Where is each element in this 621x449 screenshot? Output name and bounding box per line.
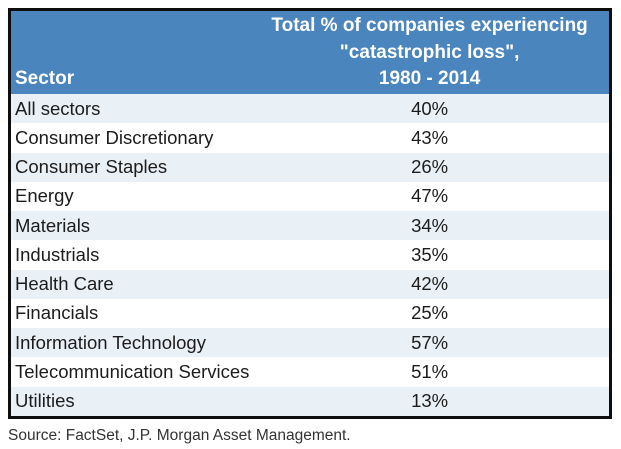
value-cell: 40%	[411, 97, 449, 119]
value-cell: 57%	[411, 331, 449, 353]
value-cell: 35%	[411, 243, 449, 265]
sector-cell: Materials	[15, 214, 91, 236]
table-row: Health Care 42%	[11, 269, 609, 299]
sector-cell: Financials	[15, 302, 99, 324]
sector-cell: Energy	[15, 185, 74, 207]
table-header-row: Sector Total % of companies experiencing…	[11, 11, 609, 94]
table-row: Energy 47%	[11, 181, 609, 212]
table-row: Consumer Staples 26%	[11, 152, 609, 182]
table-body: All sectors 40% Consumer Discretionary 4…	[11, 94, 609, 416]
table-row: Financials 25%	[11, 298, 609, 329]
sector-cell: Health Care	[15, 273, 114, 295]
sector-cell: Consumer Discretionary	[15, 126, 214, 148]
sector-cell: Information Technology	[15, 331, 206, 353]
value-cell: 42%	[411, 273, 449, 295]
value-column-header-line1: Total % of companies experiencing	[271, 15, 588, 36]
value-column-header-line2: "catastrophic loss",	[339, 41, 520, 63]
value-column-header: Total % of companies experiencing "catas…	[250, 11, 609, 94]
sector-cell: Consumer Staples	[15, 156, 168, 178]
value-cell: 13%	[411, 390, 449, 412]
table-row: Industrials 35%	[11, 240, 609, 270]
value-cell: 43%	[411, 126, 449, 148]
value-column-header-line3: 1980 - 2014	[378, 68, 481, 89]
table-row: All sectors 40%	[11, 94, 609, 124]
table-row: Telecommunication Services 51%	[11, 357, 609, 387]
table-row: Information Technology 57%	[11, 328, 609, 358]
sector-cell: Utilities	[15, 390, 75, 412]
sector-cell: Industrials	[15, 243, 100, 265]
value-cell: 51%	[411, 361, 449, 383]
sector-column-header: Sector	[15, 68, 75, 89]
sector-cell: Telecommunication Services	[15, 361, 250, 383]
sector-cell: All sectors	[15, 97, 101, 119]
source-note: Source: FactSet, J.P. Morgan Asset Manag…	[8, 427, 351, 444]
catastrophic-loss-table: Sector Total % of companies experiencing…	[8, 8, 612, 419]
value-cell: 26%	[411, 156, 449, 178]
table-row: Consumer Discretionary 43%	[11, 123, 609, 153]
table-row: Materials 34%	[11, 211, 609, 241]
value-cell: 47%	[411, 185, 449, 207]
value-cell: 25%	[411, 302, 449, 324]
value-cell: 34%	[411, 214, 449, 236]
table-row: Utilities 13%	[11, 386, 609, 416]
